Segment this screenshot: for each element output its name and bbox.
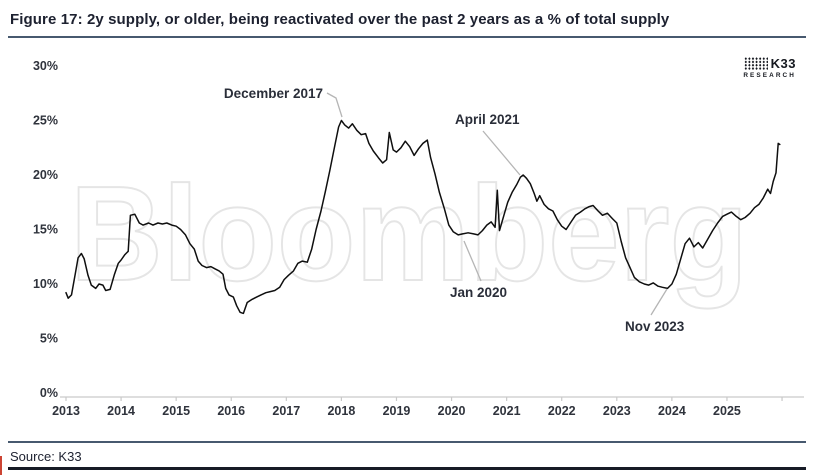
x-tick-label: 2014	[107, 404, 135, 418]
footer-bottom-rule	[8, 467, 806, 470]
annotation-label: December 2017	[224, 86, 323, 101]
y-axis-labels: 0% 5% 10% 15% 20% 25% 30%	[33, 59, 58, 400]
x-tick-label: 2018	[327, 404, 355, 418]
y-tick-label: 10%	[33, 277, 58, 291]
y-tick-label: 20%	[33, 168, 58, 182]
k33-logo: K33 RESEARCH	[726, 56, 796, 79]
k33-logo-text: K33	[770, 56, 796, 71]
x-tick-label: 2023	[603, 404, 631, 418]
y-tick-label: 25%	[33, 114, 58, 128]
annotation-label: April 2021	[455, 112, 520, 127]
bloomberg-watermark: Bloomberg	[70, 158, 748, 309]
x-tick-label: 2017	[272, 404, 300, 418]
x-tick-label: 2025	[713, 404, 741, 418]
x-tick-label: 2020	[438, 404, 466, 418]
y-tick-label: 0%	[40, 386, 58, 400]
annotation-label: Nov 2023	[625, 319, 685, 334]
x-tick-label: 2015	[162, 404, 190, 418]
source-label: Source: K33	[10, 449, 82, 464]
y-tick-label: 30%	[33, 59, 58, 73]
x-tick-label: 2022	[548, 404, 576, 418]
k33-research-text: RESEARCH	[743, 72, 796, 79]
x-tick-label: 2016	[217, 404, 245, 418]
figure-title: Figure 17: 2y supply, or older, being re…	[10, 11, 670, 28]
red-edge-artifact	[0, 456, 2, 475]
annotations: December 2017 April 2021 Jan 2020 Nov 2023	[224, 86, 685, 334]
title-underline	[8, 36, 806, 38]
x-tick-label: 2021	[493, 404, 521, 418]
annotation-leader-line	[326, 92, 343, 118]
x-tick-label: 2013	[52, 404, 80, 418]
y-tick-label: 15%	[33, 223, 58, 237]
annotation-leader-line	[650, 288, 668, 316]
footer-top-rule	[8, 441, 806, 443]
x-tick-label: 2019	[383, 404, 411, 418]
annotation-leader-line	[482, 130, 521, 176]
y-tick-label: 5%	[40, 332, 58, 346]
annotation-leader-line	[463, 240, 482, 282]
x-axis: 2013 2014 2015 2016 2017 2018 2019 2020 2021 2022…	[52, 396, 804, 418]
k33-dot-matrix-icon	[743, 57, 768, 70]
annotation-label: Jan 2020	[450, 285, 507, 300]
x-tick-label: 2024	[658, 404, 686, 418]
series-line	[65, 119, 781, 315]
